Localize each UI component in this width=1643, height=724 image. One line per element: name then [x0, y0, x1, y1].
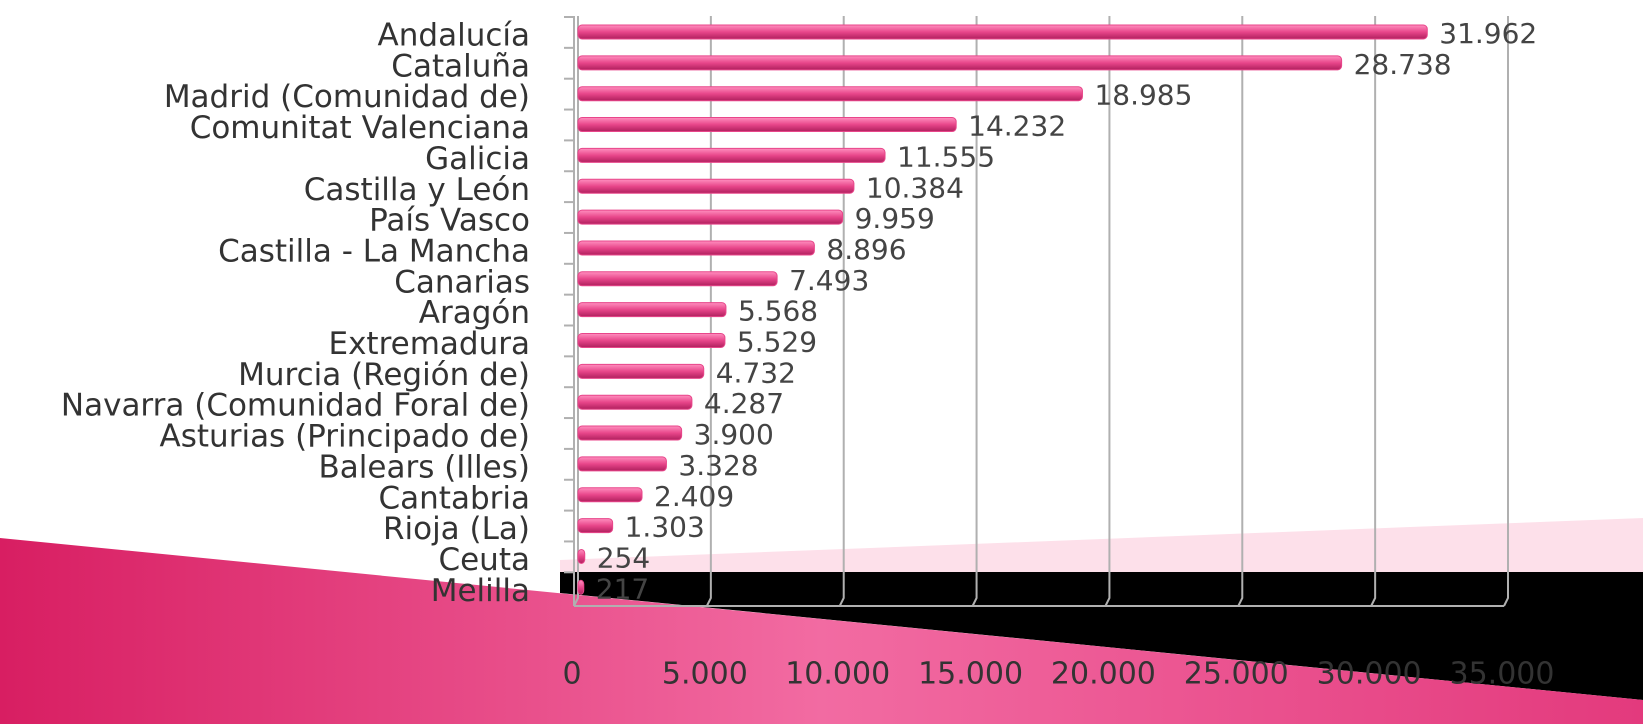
value-label: 3.900	[694, 418, 774, 451]
x-tick-label: 5.000	[662, 657, 748, 692]
x-tick-label: 20.000	[1051, 657, 1156, 692]
y-tick-label: Cataluña	[391, 48, 530, 84]
value-label: 4.732	[716, 356, 796, 389]
bar	[577, 302, 727, 318]
value-label: 4.287	[704, 387, 784, 420]
y-tick-label: Madrid (Comunidad de)	[164, 79, 530, 115]
y-tick-label: Extremadura	[329, 326, 531, 362]
bar	[577, 178, 855, 194]
y-tick-label: Cantabria	[379, 480, 530, 516]
y-tick-label: Castilla y León	[304, 172, 530, 208]
bar	[577, 147, 886, 163]
grid-line	[1237, 16, 1244, 607]
bar	[577, 487, 643, 503]
grid-line	[1503, 16, 1509, 607]
y-tick-label: Melilla	[431, 573, 530, 609]
bar	[577, 240, 815, 256]
y-tick-label: Ceuta	[438, 542, 530, 578]
value-label: 2.409	[654, 480, 734, 513]
bar	[577, 363, 705, 379]
value-label: 5.568	[738, 295, 818, 328]
bar	[577, 333, 726, 348]
deco-band	[560, 518, 1643, 572]
y-tick-label: Andalucía	[378, 18, 530, 54]
y-tick-label: Rioja (La)	[383, 511, 530, 547]
bar	[577, 24, 1428, 40]
value-label: 14.232	[968, 110, 1066, 143]
y-tick-label: Navarra (Comunidad Foral de)	[61, 388, 530, 424]
bar	[577, 456, 667, 472]
x-tick-label: 0	[562, 657, 581, 692]
plot: 0 5.000 10.000 15.000 20.000 25.000 30.000 35.0…	[61, 16, 1555, 692]
grid-line	[971, 16, 978, 607]
x-tick-label: 10.000	[785, 657, 890, 692]
value-label: 8.896	[826, 233, 906, 266]
value-label: 10.384	[866, 171, 964, 204]
value-label: 18.985	[1094, 79, 1192, 112]
value-label: 28.738	[1354, 48, 1452, 81]
bar	[577, 579, 585, 595]
x-tick-label: 30.000	[1317, 657, 1422, 692]
bar	[577, 209, 844, 225]
y-tick-label: País Vasco	[369, 203, 530, 239]
grid-line	[1104, 16, 1111, 607]
value-label: 1.303	[625, 511, 705, 544]
y-tick-label: Aragón	[419, 295, 530, 331]
bar	[577, 271, 778, 287]
grid-line	[838, 16, 845, 607]
x-tick-label: 35.000	[1450, 657, 1555, 692]
y-tick-label: Asturias (Principado de)	[160, 419, 530, 455]
y-tick-label: Comunitat Valenciana	[190, 110, 530, 146]
grid-line	[573, 16, 579, 607]
x-tick-label: 15.000	[918, 657, 1023, 692]
deco-pink	[0, 538, 1643, 724]
value-label: 217	[596, 572, 649, 605]
bar	[577, 55, 1343, 71]
value-label: 9.959	[855, 202, 935, 235]
value-label: 5.529	[737, 326, 817, 359]
y-tick-label: Canarias	[394, 264, 530, 300]
y-tick-label: Galicia	[425, 141, 530, 177]
bar	[577, 394, 693, 410]
grid-line	[1370, 16, 1377, 607]
x-tick-label: 25.000	[1184, 657, 1289, 692]
y-tick-label: Murcia (Región de)	[238, 357, 530, 393]
value-label: 3.328	[678, 449, 758, 482]
y-tick-label: Balears (Illes)	[319, 449, 530, 485]
y-tick-label: Castilla - La Mancha	[218, 233, 530, 269]
bar	[577, 518, 614, 534]
bar	[577, 117, 957, 133]
bar	[577, 548, 586, 564]
value-label: 11.555	[897, 140, 995, 173]
value-label: 254	[597, 541, 650, 574]
bar	[577, 425, 683, 441]
value-label: 7.493	[789, 264, 869, 297]
bar	[577, 86, 1083, 102]
value-label: 31.962	[1439, 17, 1537, 50]
